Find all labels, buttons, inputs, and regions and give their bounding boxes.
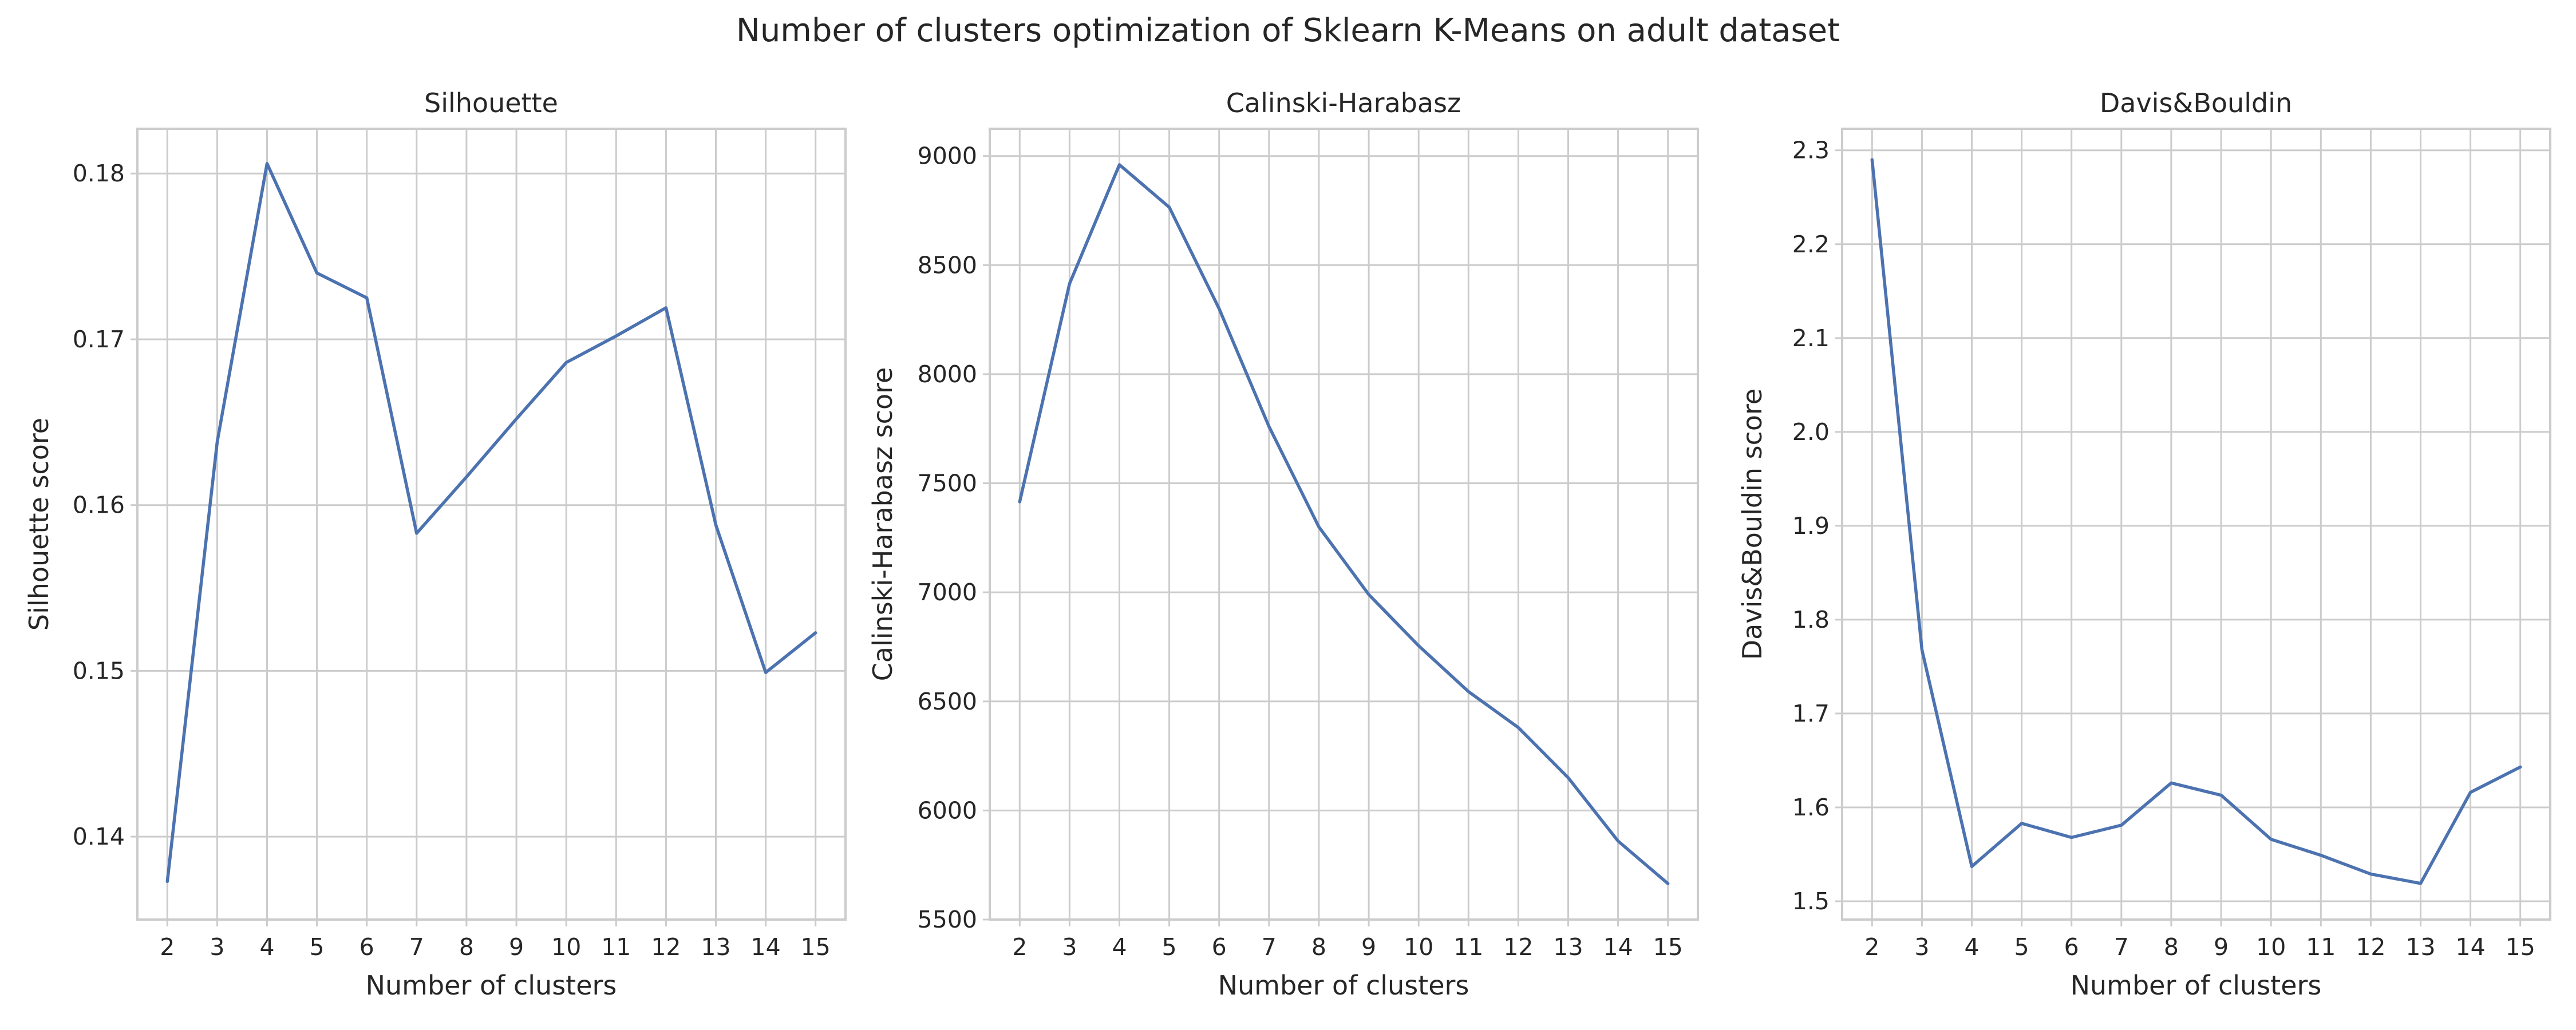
- x-tick-label-calinski-harabasz: 10: [1404, 933, 1433, 961]
- y-tick-label-davis-bouldin: 1.8: [1792, 606, 1830, 633]
- y-tick-label-calinski-harabasz: 6500: [918, 688, 977, 715]
- ticks-silhouette: 2 3 4 5 6 7 8 9 10 11 12 13 14 15 0.14 0.15 0.16 0.17 0.18: [73, 160, 831, 961]
- x-tick-label-calinski-harabasz: 15: [1653, 933, 1683, 961]
- x-tick-label-davis-bouldin: 13: [2405, 933, 2435, 961]
- x-tick-label-davis-bouldin: 4: [1964, 933, 1979, 961]
- x-tick-label-calinski-harabasz: 11: [1453, 933, 1483, 961]
- grid-davis-bouldin: [1842, 129, 2550, 920]
- x-tick-label-davis-bouldin: 7: [2114, 933, 2129, 961]
- x-tick-label-davis-bouldin: 9: [2214, 933, 2229, 961]
- x-tick-label-silhouette: 14: [751, 933, 781, 961]
- panel-title-davis-bouldin: Davis&Bouldin: [2100, 88, 2292, 118]
- x-tick-label-silhouette: 2: [160, 933, 175, 961]
- series-line-silhouette: [165, 162, 817, 884]
- x-tick-label-davis-bouldin: 2: [1864, 933, 1879, 961]
- y-axis-label-davis-bouldin: Davis&Bouldin score: [1737, 389, 1768, 660]
- x-tick-label-silhouette: 11: [601, 933, 631, 961]
- panel-title-silhouette: Silhouette: [424, 88, 558, 118]
- y-tick-label-calinski-harabasz: 8500: [918, 251, 977, 279]
- panel-davis-bouldin: 2 3 4 5 6 7 8 9 10 11 12 13 14 15 1.5 1.6 1.7 1.8 1.9 2.0 2.…: [1737, 88, 2551, 1001]
- x-axis-label-calinski-harabasz: Number of clusters: [1218, 970, 1469, 1001]
- x-axis-label-davis-bouldin: Number of clusters: [2071, 970, 2322, 1001]
- x-tick-label-silhouette: 5: [310, 933, 325, 961]
- x-tick-label-davis-bouldin: 3: [1914, 933, 1929, 961]
- x-tick-label-davis-bouldin: 6: [2064, 933, 2079, 961]
- x-tick-label-silhouette: 9: [509, 933, 524, 961]
- x-tick-label-calinski-harabasz: 2: [1012, 933, 1027, 961]
- x-tick-label-calinski-harabasz: 8: [1311, 933, 1326, 961]
- x-tick-label-calinski-harabasz: 3: [1062, 933, 1077, 961]
- ticks-calinski-harabasz: 2 3 4 5 6 7 8 9 10 11 12 13 14 15 5500 6000 6500 7000 7500…: [918, 142, 1683, 961]
- x-tick-label-calinski-harabasz: 7: [1262, 933, 1277, 961]
- x-tick-label-silhouette: 7: [409, 933, 424, 961]
- series-line-calinski-harabasz: [1018, 163, 1670, 885]
- y-tick-label-silhouette: 0.16: [73, 492, 125, 519]
- x-tick-label-silhouette: 3: [210, 933, 224, 961]
- y-tick-label-davis-bouldin: 2.3: [1792, 137, 1830, 164]
- x-tick-label-silhouette: 10: [551, 933, 581, 961]
- x-tick-label-calinski-harabasz: 14: [1603, 933, 1633, 961]
- ticks-davis-bouldin: 2 3 4 5 6 7 8 9 10 11 12 13 14 15 1.5 1.6 1.7 1.8 1.9 2.0 2.…: [1792, 137, 2535, 961]
- x-tick-label-calinski-harabasz: 12: [1503, 933, 1533, 961]
- grid-calinski-harabasz: [990, 129, 1698, 921]
- x-tick-label-davis-bouldin: 14: [2456, 933, 2486, 961]
- y-tick-label-calinski-harabasz: 9000: [918, 142, 977, 170]
- x-tick-label-davis-bouldin: 11: [2306, 933, 2336, 961]
- y-tick-label-calinski-harabasz: 7500: [918, 470, 977, 497]
- y-tick-label-silhouette: 0.14: [73, 823, 125, 850]
- x-tick-label-silhouette: 13: [701, 933, 730, 961]
- panel-title-calinski-harabasz: Calinski-Harabasz: [1226, 88, 1461, 118]
- x-tick-label-calinski-harabasz: 4: [1112, 933, 1127, 961]
- x-axis-label-silhouette: Number of clusters: [366, 970, 617, 1001]
- series-line-davis-bouldin: [1870, 158, 2522, 885]
- x-tick-label-calinski-harabasz: 5: [1162, 933, 1177, 961]
- x-tick-label-davis-bouldin: 5: [2014, 933, 2029, 961]
- x-tick-label-davis-bouldin: 8: [2164, 933, 2179, 961]
- figure-suptitle: Number of clusters optimization of Sklea…: [736, 12, 1840, 49]
- y-tick-label-davis-bouldin: 1.7: [1792, 700, 1830, 727]
- panel-silhouette: 2 3 4 5 6 7 8 9 10 11 12 13 14 15 0.14 0.15 0.16 0.17 0.18…: [23, 88, 847, 1001]
- y-tick-label-calinski-harabasz: 8000: [918, 360, 977, 388]
- x-tick-label-calinski-harabasz: 9: [1361, 933, 1376, 961]
- x-tick-label-silhouette: 6: [359, 933, 374, 961]
- x-tick-label-davis-bouldin: 10: [2256, 933, 2286, 961]
- y-tick-label-davis-bouldin: 1.6: [1792, 794, 1830, 821]
- x-tick-label-calinski-harabasz: 13: [1553, 933, 1583, 961]
- y-tick-label-davis-bouldin: 1.5: [1792, 888, 1830, 915]
- x-tick-label-davis-bouldin: 12: [2356, 933, 2385, 961]
- plot-frame-davis-bouldin: [1841, 128, 2551, 921]
- y-tick-label-calinski-harabasz: 7000: [918, 579, 977, 606]
- y-tick-label-davis-bouldin: 2.2: [1792, 231, 1830, 258]
- y-tick-label-calinski-harabasz: 5500: [918, 906, 977, 933]
- y-tick-label-silhouette: 0.18: [73, 160, 125, 187]
- x-tick-label-davis-bouldin: 15: [2506, 933, 2535, 961]
- y-axis-label-silhouette: Silhouette score: [23, 418, 54, 631]
- plot-frame-silhouette: [136, 128, 847, 921]
- y-tick-label-silhouette: 0.17: [73, 326, 125, 353]
- y-tick-label-davis-bouldin: 2.1: [1792, 324, 1830, 352]
- grid-silhouette: [137, 129, 846, 920]
- x-tick-label-silhouette: 12: [651, 933, 681, 961]
- x-tick-label-silhouette: 15: [801, 933, 831, 961]
- x-tick-label-silhouette: 4: [259, 933, 274, 961]
- y-tick-label-davis-bouldin: 2.0: [1792, 418, 1830, 446]
- panel-calinski-harabasz: 2 3 4 5 6 7 8 9 10 11 12 13 14 15 5500 6000 6500 7000 7500…: [867, 88, 1699, 1001]
- y-tick-label-davis-bouldin: 1.9: [1792, 512, 1830, 540]
- x-tick-label-calinski-harabasz: 6: [1212, 933, 1227, 961]
- plot-frame-calinski-harabasz: [989, 128, 1699, 921]
- y-axis-label-calinski-harabasz: Calinski-Harabasz score: [867, 367, 898, 682]
- y-tick-label-silhouette: 0.15: [73, 657, 125, 684]
- y-tick-label-calinski-harabasz: 6000: [918, 797, 977, 824]
- x-tick-label-silhouette: 8: [459, 933, 474, 961]
